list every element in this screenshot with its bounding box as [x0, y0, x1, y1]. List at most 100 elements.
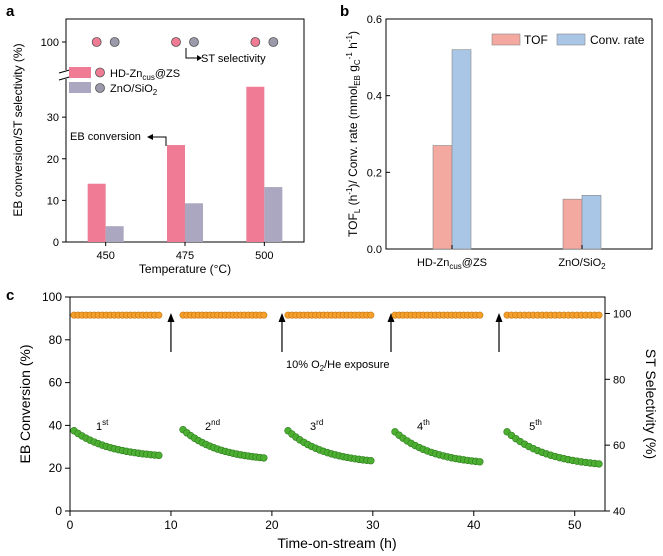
- panel-c-y-tick-label-left: 80: [49, 333, 63, 347]
- panel-a-selectivity-point-zno: [109, 37, 120, 47]
- panel-c-conversion-point: [476, 458, 484, 466]
- panel-c-conversion-point: [155, 451, 163, 460]
- panel-c-annotation-main: 10% O: [286, 359, 320, 371]
- panel-b-ylabel-sub-eb: EB: [353, 75, 362, 86]
- panel-c-x-tick-label: 20: [265, 518, 279, 532]
- legend-swatch-hd-zncus-zs: [69, 67, 91, 78]
- panel-a-x-tick-label: 475: [176, 250, 194, 262]
- panel-c-regeneration-arrowhead: [278, 313, 286, 322]
- panel-c-y-tick-label-left: 20: [49, 461, 63, 475]
- panel-c-selectivity-point: [367, 311, 375, 319]
- legend-label-hd-main: HD-Zn: [110, 68, 142, 80]
- panel-b-frame: [385, 18, 653, 250]
- panel-a-bar: [87, 183, 106, 242]
- panel-b-x-label-sub: cus: [449, 262, 461, 271]
- panel-c-cycle-label: 3rd: [310, 418, 323, 433]
- panel-b-x-label-main: ZnO/SiO: [558, 257, 601, 269]
- panel-a-x-axis-label: Temperature (°C): [139, 262, 231, 276]
- panel-c-x-tick-label: 30: [366, 518, 380, 532]
- panel-b-bar: [581, 195, 602, 250]
- panel-c-cycle-label-number: 4: [417, 421, 423, 433]
- panel-c-annotation-sub: 2: [320, 364, 325, 373]
- panel-b-y-tick-label: 0.2: [367, 167, 382, 179]
- panel-c-cycle-label-number: 3: [310, 421, 316, 433]
- panel-c-cycle-label: 4th: [417, 418, 430, 433]
- panel-b-ylabel-part-3: g: [346, 65, 360, 75]
- panel-c-y-axis-label-right: ST Selectivity (%): [643, 349, 659, 459]
- panel-a-axis-break-gap: [60, 70, 72, 79]
- panel-c-annotation-tail: /He exposure: [324, 359, 389, 371]
- panel-c-cycle-label-sup: rd: [316, 418, 323, 427]
- legend-label-hd-zncus-zs: HD-Zncus@ZS: [110, 68, 180, 82]
- panel-c-cycle-label-number: 2: [205, 421, 211, 433]
- panel-b-ylabel-part-5: ): [346, 31, 360, 35]
- panel-c-annotation: 10% O2/He exposure: [286, 359, 390, 373]
- panel-c-conversion-point: [260, 454, 268, 462]
- panel-b-ylabel-sub-c: C: [353, 59, 362, 65]
- panel-a-selectivity-point-zno: [189, 37, 199, 47]
- panel-a-y-axis-label: EB conversion/ST selectivity (%): [11, 43, 25, 216]
- panel-b-x-tick-label: HD-Zncus@ZS: [417, 257, 487, 271]
- legend-label-tof: TOF: [524, 33, 548, 47]
- panel-c-cycle-label: 1st: [96, 418, 109, 433]
- panel-c-regeneration-arrowhead: [495, 313, 503, 322]
- panel-c-cycle-label-sup: th: [535, 418, 542, 427]
- panel-a-selectivity-point-hd: [250, 37, 261, 47]
- panel-b-x-label-sub: 2: [601, 262, 606, 271]
- panel-c-y-tick-label-right: 60: [613, 440, 625, 452]
- panel-b-y-axis-label: TOFL (h-1)/ Conv. rate (mmolEB gC-1 h-1): [345, 31, 362, 237]
- legend-label-zno-sio2: ZnO/SiO2: [110, 83, 158, 97]
- panel-b-ylabel-sup-1: -1: [345, 187, 354, 195]
- legend-label-zno-sub: 2: [153, 88, 158, 97]
- legend-label-hd-tail: @ZS: [155, 68, 180, 80]
- panel-c-y-tick-label-left: 60: [49, 376, 63, 390]
- legend-label-hd-sub: cus: [142, 73, 154, 82]
- panel-a-x-tick-label: 450: [96, 250, 114, 262]
- panel-c-y-tick-label-left: 0: [55, 504, 62, 518]
- panel-c-regeneration-arrowhead: [387, 313, 395, 322]
- panel-a-bar: [246, 86, 265, 243]
- panel-a-y-tick-label: 20: [47, 154, 59, 166]
- panel-a-bar: [167, 145, 185, 242]
- annotation-st-selectivity-arrowhead: [197, 55, 202, 61]
- annotation-eb-conversion-arrow: [153, 136, 167, 146]
- panel-c-y-tick-label-left: 100: [42, 290, 62, 304]
- panel-b-x-tick-label: ZnO/SiO2: [558, 257, 606, 271]
- annotation-st-selectivity: ST selectivity: [201, 53, 266, 65]
- panel-b-y-tick-label: 0.0: [367, 244, 382, 256]
- panel-b-bar: [562, 198, 583, 250]
- panel-a-selectivity-point-zno: [268, 37, 279, 47]
- panel-c-y-tick-label-right: 100: [613, 308, 631, 320]
- panel-c-conversion-point: [367, 457, 375, 465]
- panel-b-ylabel-part-1: (h: [346, 195, 360, 209]
- panel-c-cycle-label-sup: th: [423, 418, 430, 427]
- panel-c-x-tick-label: 50: [568, 518, 582, 532]
- panel-c-x-tick-label: 10: [164, 518, 178, 532]
- panel-a-y-tick-label: 0: [53, 237, 59, 249]
- panel-b-ylabel-part-4: h: [346, 42, 360, 52]
- panel-b-ylabel-tof: TOF: [346, 213, 360, 237]
- panel-c-y-tick-label-left: 40: [49, 418, 63, 432]
- panel-b-ylabel-sub-l: L: [353, 208, 362, 213]
- panel-a-chart: 0 10 20 30 100 450 475 500 EB conversion/ST se…: [11, 18, 305, 276]
- panel-label-c: c: [6, 287, 14, 304]
- panel-c-y-tick-label-right: 80: [613, 374, 625, 386]
- legend-label-zno-main: ZnO/SiO: [110, 83, 153, 95]
- panel-c-selectivity-point: [476, 311, 484, 319]
- panel-c-y-tick-label-right: 40: [613, 506, 625, 518]
- panel-a-bar: [105, 226, 124, 242]
- panel-a-bar: [264, 187, 283, 242]
- panel-a-selectivity-point-hd: [91, 37, 102, 47]
- panel-c-y-axis-label-left: EB Conversion (%): [17, 344, 33, 463]
- panel-label-b: b: [340, 3, 349, 20]
- panel-c-regeneration-arrowhead: [167, 313, 175, 322]
- panel-c-selectivity-point: [155, 311, 163, 319]
- panel-a-y-tick-label-upper: 100: [41, 37, 59, 49]
- legend-swatch-tof: [491, 33, 521, 46]
- panel-c-selectivity-point: [595, 311, 603, 319]
- annotation-eb-conversion: EB conversion: [70, 131, 141, 143]
- panel-label-a: a: [6, 3, 15, 20]
- panel-b-ylabel-part-2: )/ Conv. rate (mmol: [346, 86, 360, 188]
- panel-a-y-tick-label: 10: [47, 195, 59, 207]
